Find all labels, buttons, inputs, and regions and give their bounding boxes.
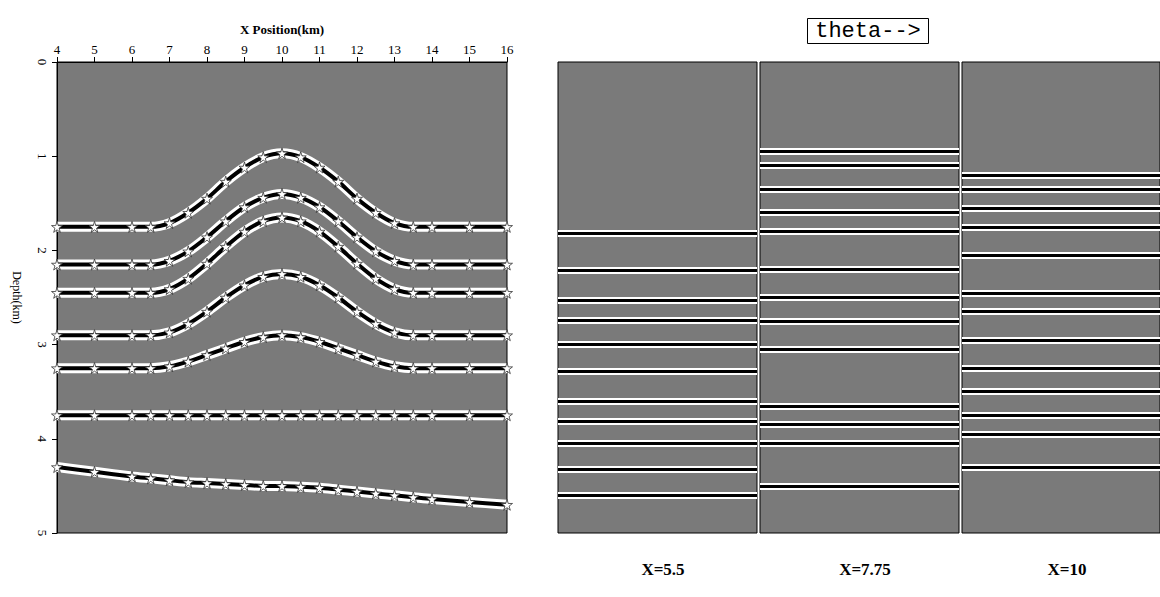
svg-text:6: 6: [129, 42, 136, 57]
svg-text:11: 11: [313, 42, 326, 57]
svg-text:1: 1: [35, 153, 50, 160]
svg-text:8: 8: [204, 42, 211, 57]
svg-text:16: 16: [501, 42, 515, 57]
svg-text:10: 10: [276, 42, 289, 57]
svg-text:5: 5: [91, 42, 98, 57]
svg-text:X Position(km): X Position(km): [240, 22, 324, 37]
svg-text:X=5.5: X=5.5: [641, 560, 684, 579]
svg-text:0: 0: [35, 59, 50, 66]
svg-text:5: 5: [35, 530, 50, 537]
svg-text:X=7.75: X=7.75: [839, 560, 891, 579]
svg-text:2: 2: [35, 247, 50, 254]
svg-text:13: 13: [388, 42, 401, 57]
svg-text:4: 4: [35, 436, 50, 443]
svg-text:4: 4: [54, 42, 61, 57]
svg-text:9: 9: [241, 42, 248, 57]
svg-text:12: 12: [351, 42, 364, 57]
svg-text:14: 14: [426, 42, 440, 57]
svg-text:7: 7: [166, 42, 173, 57]
svg-text:3: 3: [35, 341, 50, 348]
svg-text:Depth(km): Depth(km): [10, 271, 24, 324]
svg-text:15: 15: [463, 42, 476, 57]
svg-text:X=10: X=10: [1048, 560, 1087, 579]
svg-text:theta-->: theta-->: [815, 19, 921, 44]
